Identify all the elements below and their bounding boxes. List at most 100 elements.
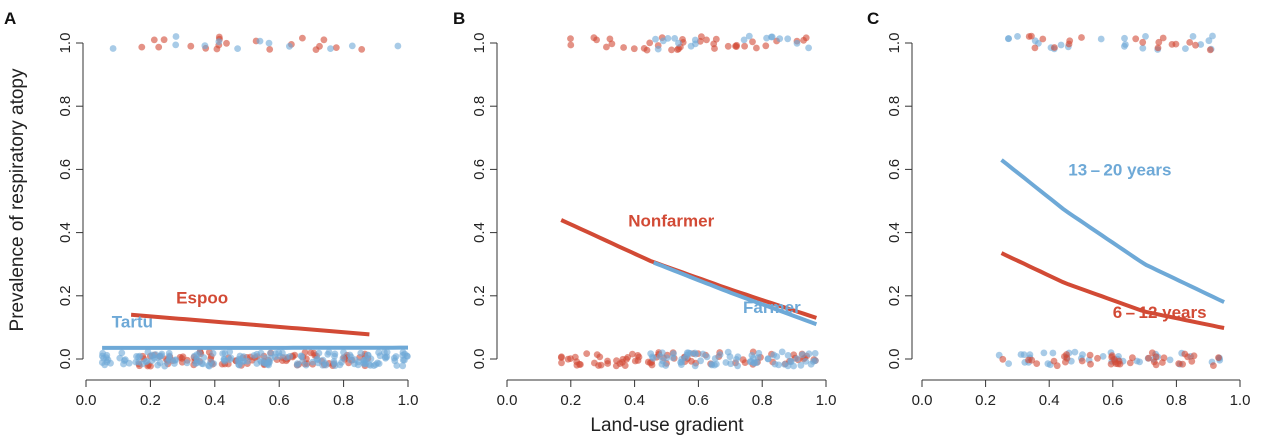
panel-c-series-1-point-bottom — [1087, 360, 1094, 368]
panel-c-series-1-point-bottom — [1188, 357, 1196, 365]
panel-a-series-1-point-bottom — [331, 350, 339, 358]
panel-a-series-1-point-bottom — [154, 354, 162, 361]
y-axis-title: Prevalence of respiratory atopy — [7, 68, 28, 331]
panel-a-series-1-point-top — [172, 41, 180, 49]
panel-c-series-1-point-bottom — [1086, 351, 1094, 359]
panel-b-series-0-point-top — [753, 44, 760, 52]
panel-a-series-1-point-bottom — [309, 358, 316, 366]
panel-a-series-1-point-bottom — [314, 356, 322, 363]
panel-c-series-0-point-top — [1121, 42, 1128, 50]
panel-a-y-tick-label: 0.6 — [57, 159, 74, 180]
panel-a-series-0-point-top — [138, 43, 146, 51]
panel-a-series-1-point-bottom — [139, 360, 146, 368]
panel-a-series-1-point-bottom — [390, 354, 398, 362]
panel-b-series-0-point-top — [724, 42, 732, 50]
panel-b-series-1-point-bottom — [754, 354, 762, 362]
panel-b-x-tick-label: 0.8 — [752, 392, 773, 409]
panel-b-x-tick-label: 1.0 — [816, 392, 837, 409]
panel-b-series-0-point-top — [630, 45, 638, 53]
panel-b-series-1-point-bottom — [746, 358, 754, 366]
panel-a-series-1-point-bottom — [193, 351, 201, 359]
panel-b-series-1-point-bottom — [797, 361, 805, 369]
panel-a-series-1-point-bottom — [351, 356, 359, 364]
panel-a: A 0.0 0.2 0.4 0.6 0.8 1.0 0.0 0.2 0.4 0.6 0.8 1.0 Esp… — [4, 9, 418, 409]
panel-a-x-tick-label: 0.0 — [76, 392, 97, 409]
panel-b-series-0-point-bottom — [593, 351, 601, 358]
x-axis-title: Land-use gradient — [590, 415, 744, 436]
panel-c-series-1-point-bottom — [1215, 354, 1222, 361]
panel-a-x-tick-label: 0.8 — [333, 392, 354, 409]
panel-a-series-1-point-bottom — [209, 349, 217, 357]
panel-b: B 0.0 0.2 0.4 0.6 0.8 1.0 0.0 0.2 0.4 0.6 0.8 1.0 Non… — [453, 9, 836, 409]
panel-c-y-tick-label: 1.0 — [886, 33, 903, 54]
panel-a-series-1-point-top — [172, 33, 180, 40]
panel-b-series-0-point-bottom — [564, 355, 572, 363]
panel-b-series-1-point-bottom — [649, 354, 657, 362]
panel-c-series-1-point-bottom — [1184, 353, 1191, 361]
panel-b-series-1-point-bottom — [784, 352, 792, 359]
panel-a-y-tick-label: 0.2 — [57, 285, 74, 306]
panel-b-series-0-point-top — [643, 46, 651, 54]
panel-b-series-1-point-bottom — [711, 361, 718, 369]
panel-a-series-1-point-top — [265, 39, 273, 47]
panel-b-series-1-point-top — [768, 33, 776, 41]
panel-b-series-1-point-top — [671, 35, 679, 42]
panel-c-series-1-point-top — [1159, 34, 1167, 42]
panel-a-series-1-point-bottom — [103, 354, 110, 362]
panel-a-series-1-point-bottom — [118, 349, 126, 357]
panel-a-y-tick-label: 0.0 — [57, 349, 74, 370]
panel-a-series-0-label: Espoo — [176, 289, 228, 308]
panel-a-series-1-point-bottom — [101, 361, 109, 369]
panel-a-series-1-point-bottom — [399, 356, 407, 364]
panel-a-y-tick-label: 1.0 — [57, 33, 74, 54]
panel-c-series-0-point-top — [1205, 37, 1213, 45]
panel-a-series-1-point-bottom — [221, 349, 229, 357]
panel-b-series-1-point-top — [692, 40, 699, 48]
panel-c-x-tick-label: 0.4 — [1039, 392, 1060, 409]
panel-a-series-1-point-bottom — [132, 358, 140, 366]
panel-b-series-1-point-bottom — [683, 349, 691, 357]
panel-c-series-1-point-bottom — [1063, 351, 1070, 358]
panel-c-series-1-point-bottom — [1108, 352, 1116, 359]
panel-a-series-1-point-top — [394, 42, 402, 50]
panel-c-series-0-point-bottom — [1099, 353, 1107, 360]
panel-c-series-1-point-bottom — [1028, 356, 1036, 364]
panel-a-series-1-point-top — [109, 45, 117, 52]
panel-a-x-tick-label: 0.2 — [140, 392, 161, 409]
panel-a-series-1-point-bottom — [354, 361, 362, 369]
panel-b-series-1-point-top — [652, 35, 659, 43]
panel-a-series-0-point-top — [223, 39, 230, 47]
panel-c-series-0-point-bottom — [1040, 349, 1048, 357]
panel-a-y-tick-label: 0.8 — [57, 96, 74, 117]
panel-a-series-1-point-bottom — [298, 353, 306, 360]
panel-b-series-1-point-bottom — [799, 351, 806, 358]
panel-c-series-1-point-bottom — [1152, 353, 1160, 361]
panel-b-series-1-point-bottom — [784, 362, 792, 370]
panel-a-series-0-point-bottom — [179, 353, 187, 361]
panel-a-x-tick-label: 0.6 — [269, 392, 290, 409]
panel-c-y-tick-label: 0.4 — [886, 222, 903, 243]
panel-a-series-1-point-bottom — [220, 356, 228, 363]
panel-b-y-tick-label: 0.0 — [471, 349, 488, 370]
panel-c-series-1-point-top — [1065, 40, 1073, 48]
panel-b-series-0-point-bottom — [583, 350, 591, 357]
panel-c-x-tick-label: 0.6 — [1102, 392, 1123, 409]
panel-a-series-1-point-bottom — [154, 361, 162, 369]
panel-a-series-1-point-bottom — [302, 361, 310, 369]
panel-a-series-1-point-bottom — [324, 350, 332, 358]
panel-a-series-0-point-top — [320, 36, 328, 44]
panel-b-series-1-point-bottom — [764, 355, 772, 363]
panel-a-series-1-point-top — [215, 38, 223, 46]
panel-b-series-1-point-top — [784, 35, 792, 43]
panel-b-series-1-point-bottom — [805, 350, 813, 358]
panel-a-series-1-point-bottom — [364, 351, 372, 359]
panel-b-series-1-point-bottom — [773, 353, 781, 360]
panel-b-series-1-point-bottom — [724, 348, 732, 356]
panel-c-series-1-point-bottom — [1062, 358, 1069, 366]
panel-b-series-1-point-bottom — [811, 350, 819, 357]
panel-a-series-1-point-bottom — [226, 356, 234, 363]
panel-b-x-tick-label: 0.4 — [624, 392, 645, 409]
panel-c-series-1-point-top — [1192, 41, 1199, 49]
panel-a-series-0-point-top — [187, 42, 195, 50]
